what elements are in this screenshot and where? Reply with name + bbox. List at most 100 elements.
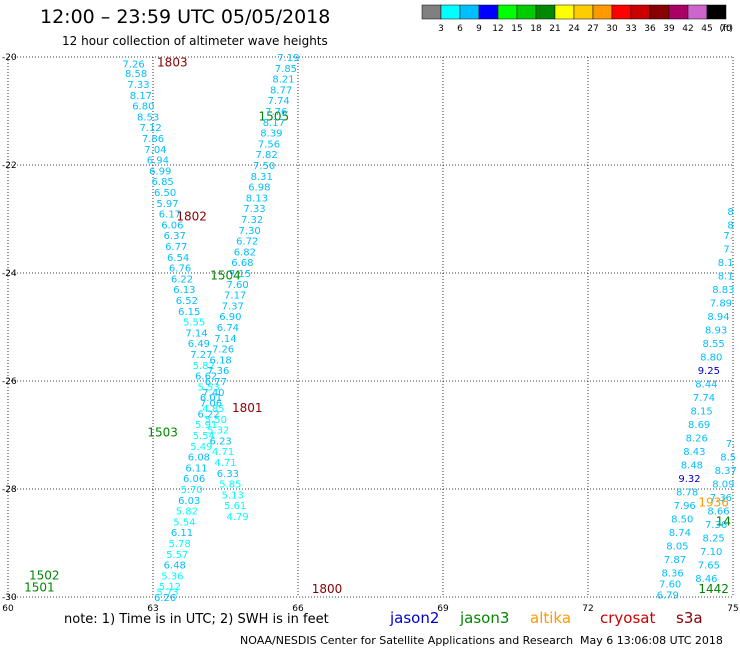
swh-value: 7.12: [139, 123, 161, 134]
swh-value: 6.79: [657, 590, 679, 601]
swh-value: 5.97: [156, 199, 178, 210]
swh-value: 8: [727, 207, 733, 218]
swh-value: 6.85: [152, 177, 174, 188]
colorbar-tick: 33: [625, 24, 636, 34]
swh-value: 6.11: [171, 528, 193, 539]
swh-value: 8.13: [246, 193, 268, 204]
swh-value: 7.19: [277, 53, 299, 64]
colorbar-swatch: [516, 4, 537, 20]
swh-value: 5.57: [166, 550, 188, 561]
swh-value: 6.72: [236, 237, 258, 248]
colorbar-unit: (ft): [719, 24, 733, 34]
colorbar-tick: 70: [720, 24, 732, 34]
swh-value: 6.50: [154, 188, 176, 199]
colorbar-swatch: [630, 4, 651, 20]
swh-value: 6.77: [165, 242, 187, 253]
swh-value: 7.: [723, 245, 733, 256]
colorbar-swatch: [687, 4, 708, 20]
swh-value: 7.60: [226, 280, 248, 291]
y-tick-label: -24: [2, 269, 17, 279]
swh-value: 6.90: [219, 312, 241, 323]
time-label: 1803: [157, 55, 188, 69]
swh-value: 8.31: [251, 172, 273, 183]
swh-value: 6.74: [217, 323, 239, 334]
swh-value: 7.96: [674, 501, 696, 512]
swh-value: 5.54: [173, 517, 195, 528]
swh-value: 6.48: [164, 561, 186, 572]
axis-ticks: 60 63 66 69 72 75 -20 -22 -24 -26 -28 -30: [2, 53, 739, 614]
swh-value: 7.76: [265, 107, 287, 118]
swh-value: 4.85: [202, 404, 224, 415]
swh-value: 7.: [726, 439, 736, 450]
time-label: 1505: [259, 109, 290, 123]
swh-value: 8.50: [671, 515, 693, 526]
swh-value: 6.22: [197, 409, 219, 420]
swh-value: 8.93: [705, 326, 727, 337]
swh-value: 9.32: [678, 474, 700, 485]
swh-value: 6.68: [231, 258, 253, 269]
credit-line: NOAA/NESDIS Center for Satellite Applica…: [240, 634, 574, 647]
swh-value: 7.30: [239, 226, 261, 237]
swh-value: 7.27: [190, 350, 212, 361]
time-label: 1802: [176, 209, 207, 223]
time-label: 1504: [210, 269, 241, 283]
swh-value: 7.82: [255, 150, 277, 161]
time-label: 1502: [29, 568, 60, 582]
swh-value: 5.70: [181, 485, 203, 496]
swh-value: 7.85: [275, 64, 297, 75]
swh-value: 7.26: [123, 59, 145, 70]
swh-value: 6.26: [154, 593, 176, 604]
swh-value: 7.87: [664, 555, 686, 566]
mission-altika: altika: [530, 609, 572, 627]
colorbar: 3 6 9 12 15 18 21 24 27 30 33 36 39 42 45 70(ft): [421, 4, 733, 34]
swh-value: 9.25: [698, 366, 720, 377]
swh-value: 6.01: [200, 393, 222, 404]
swh-value: 6.94: [147, 156, 169, 167]
colorbar-swatch: [573, 4, 594, 20]
swh-value: 7.14: [185, 328, 207, 339]
swh-value: 6.99: [149, 166, 171, 177]
chart-subtitle: 12 hour collection of altimeter wave hei…: [62, 34, 328, 48]
colorbar-swatch: [497, 4, 518, 20]
swh-value: 8.77: [270, 85, 292, 96]
swh-value: 5.12: [159, 582, 181, 593]
time-label: 1503: [147, 425, 178, 439]
swh-value: 8.44: [695, 380, 717, 391]
swh-value: 8.36: [661, 569, 683, 580]
swh-value: 8.94: [707, 312, 729, 323]
swh-value: 5.85: [219, 480, 241, 491]
swh-value: 5.61: [224, 501, 246, 512]
y-tick-label: -26: [2, 377, 17, 387]
colorbar-swatch: [421, 4, 442, 20]
time-label: 14: [716, 514, 731, 528]
swh-value: 8.15: [690, 407, 712, 418]
swh-value: 8.46: [695, 574, 717, 585]
swh-value: 4.71: [214, 458, 236, 469]
swh-value: 8.78: [676, 488, 698, 499]
footer-note: note: 1) Time is in UTC; 2) SWH is in fe…: [64, 612, 329, 627]
swh-value: 5.91: [195, 420, 217, 431]
swh-value: 6.18: [210, 355, 232, 366]
colorbar-tick: 45: [701, 24, 712, 34]
swh-value: 7.89: [710, 299, 732, 310]
colorbar-tick: 39: [663, 24, 675, 34]
swh-value: 8.58: [125, 69, 147, 80]
swh-value: 7.14: [214, 334, 236, 345]
swh-value: 8.09: [712, 480, 734, 491]
swh-value: 8.17: [130, 91, 152, 102]
swh-value: 7.36: [710, 493, 732, 504]
colorbar-tick: 21: [549, 24, 560, 34]
time-label: 1501: [24, 580, 55, 594]
swh-value: 7.10: [700, 547, 722, 558]
swh-value: 6.49: [188, 339, 210, 350]
swh-value: 8.83: [712, 285, 734, 296]
swh-value: 6.13: [173, 285, 195, 296]
swh-value: 6.33: [217, 469, 239, 480]
time-label: 1936: [698, 496, 729, 510]
x-tick-label: 69: [437, 604, 449, 614]
grid: [7, 56, 734, 598]
colorbar-tick: 36: [644, 24, 656, 34]
swh-value: 6.52: [176, 296, 198, 307]
